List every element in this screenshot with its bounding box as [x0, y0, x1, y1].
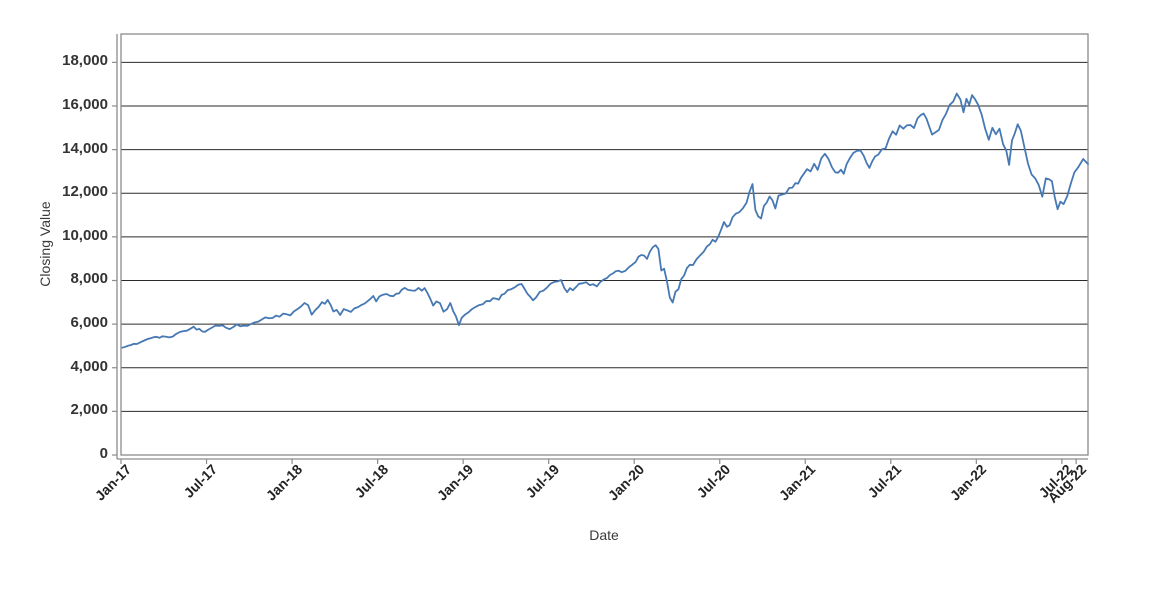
x-axis-title: Date	[589, 527, 619, 543]
y-tick-label: 16,000	[62, 95, 108, 113]
y-tick-label: 10,000	[62, 226, 108, 244]
y-tick-label: 0	[99, 445, 108, 462]
y-tick-label: 14,000	[62, 139, 108, 157]
y-tick-label: 18,000	[62, 52, 108, 70]
y-tick-label: 4,000	[70, 357, 108, 375]
y-tick-label: 6,000	[70, 314, 108, 332]
y-tick-label: 8,000	[70, 270, 108, 288]
y-tick-label: 2,000	[70, 401, 108, 419]
plot-frame	[120, 33, 1089, 456]
y-tick-label: 12,000	[62, 183, 108, 201]
closing-value-series-line	[121, 92, 1089, 349]
